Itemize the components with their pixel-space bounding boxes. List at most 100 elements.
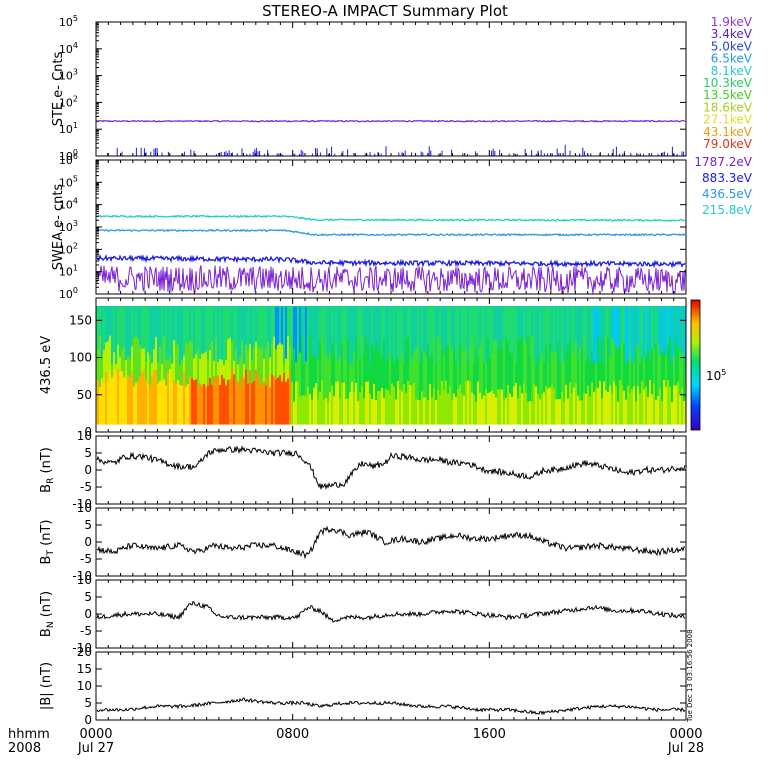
ytick-label: 0: [84, 425, 92, 439]
heat-cell: [525, 392, 527, 425]
heat-cell: [645, 306, 647, 356]
heat-cell: [195, 354, 197, 380]
heat-cell: [353, 391, 355, 425]
heat-cell: [385, 306, 387, 362]
heat-cell: [159, 380, 161, 425]
heat-cell: [137, 380, 139, 425]
heat-cell: [391, 306, 393, 356]
heat-cell: [387, 359, 389, 391]
ytick-label: 106: [59, 152, 78, 167]
heat-cell: [495, 306, 497, 340]
heat-cell: [629, 306, 631, 348]
heat-cell: [223, 378, 225, 425]
heat-cell: [143, 348, 145, 370]
heat-cell: [479, 347, 481, 393]
heat-cell: [153, 349, 155, 370]
heat-cell: [567, 343, 569, 399]
heat-cell: [513, 386, 515, 425]
heat-cell: [305, 361, 307, 397]
heat-cell: [107, 381, 109, 425]
heat-cell: [213, 360, 215, 377]
ytick-label: 5: [84, 518, 92, 532]
heat-cell: [611, 338, 613, 394]
heat-cell: [307, 351, 309, 387]
heat-cell: [559, 363, 561, 400]
heat-cell: [171, 306, 173, 364]
heat-cell: [579, 347, 581, 401]
heat-cell: [197, 386, 199, 425]
ytick-label: 10: [77, 501, 92, 515]
heat-cell: [245, 344, 247, 370]
heat-cell: [201, 384, 203, 425]
heat-cell: [389, 306, 391, 351]
heat-cell: [641, 306, 643, 359]
heat-cell: [389, 394, 391, 425]
heat-cell: [171, 383, 173, 425]
heat-cell: [369, 393, 371, 425]
heat-cell: [313, 354, 315, 388]
heat-cell: [647, 306, 649, 350]
heat-cell: [125, 360, 127, 379]
heat-cell: [551, 351, 553, 385]
heat-cell: [541, 353, 543, 395]
legend-entry: 13.5keV: [703, 88, 753, 102]
heat-cell: [413, 306, 415, 352]
heat-cell: [173, 306, 175, 340]
heat-cell: [655, 399, 657, 425]
heat-cell: [413, 382, 415, 425]
heat-cell: [585, 361, 587, 394]
heat-cell: [163, 336, 165, 380]
heat-cell: [469, 306, 471, 348]
heat-cell: [229, 379, 231, 425]
heat-cell: [617, 306, 619, 350]
heat-cell: [675, 385, 677, 425]
ytick-label: -10: [72, 569, 92, 583]
bmag-yticks: 0 5 10 15 20: [77, 645, 686, 727]
heat-cell: [199, 306, 201, 359]
heat-cell: [209, 306, 211, 350]
heat-cell: [629, 393, 631, 425]
heat-cell: [387, 390, 389, 425]
heat-cell: [605, 306, 607, 337]
heat-cell: [597, 306, 599, 338]
heat-cell: [679, 350, 681, 396]
heat-cell: [491, 353, 493, 391]
heat-cell: [287, 306, 289, 337]
heat-cell: [659, 388, 661, 425]
heat-cell: [451, 306, 453, 350]
colorbar: [690, 299, 701, 431]
heat-cell: [337, 360, 339, 382]
heat-cell: [641, 358, 643, 382]
heat-cell: [221, 306, 223, 360]
ste-legend: 1.9keV3.4keV5.0keV6.5keV8.1keV10.3keV13.…: [703, 15, 753, 151]
heat-cell: [405, 306, 407, 338]
ytick-label: 104: [59, 41, 78, 56]
heat-cell: [243, 378, 245, 425]
heat-cell: [501, 306, 503, 350]
heat-cell: [683, 358, 685, 401]
heat-cell: [627, 306, 629, 359]
heat-cell: [261, 306, 263, 347]
heat-cell: [231, 341, 233, 369]
heat-cell: [349, 363, 351, 393]
heat-cell: [157, 306, 159, 363]
heat-cell: [317, 399, 319, 425]
ste-series: [96, 119, 686, 123]
heat-cell: [265, 306, 267, 350]
heat-cell: [459, 306, 461, 344]
heat-cell: [567, 306, 569, 344]
heat-cell: [625, 363, 627, 400]
heat-cell: [151, 376, 153, 425]
heat-cell: [225, 359, 227, 386]
heat-cell: [571, 351, 573, 394]
ytick-label: 100: [59, 148, 78, 163]
heat-cell: [595, 306, 597, 364]
heat-cell: [683, 400, 685, 425]
heat-cell: [475, 349, 477, 402]
heat-cell: [365, 335, 367, 382]
heat-cell: [391, 355, 393, 384]
heat-cell: [397, 381, 399, 425]
heat-cell: [441, 381, 443, 425]
heat-cell: [131, 346, 133, 372]
